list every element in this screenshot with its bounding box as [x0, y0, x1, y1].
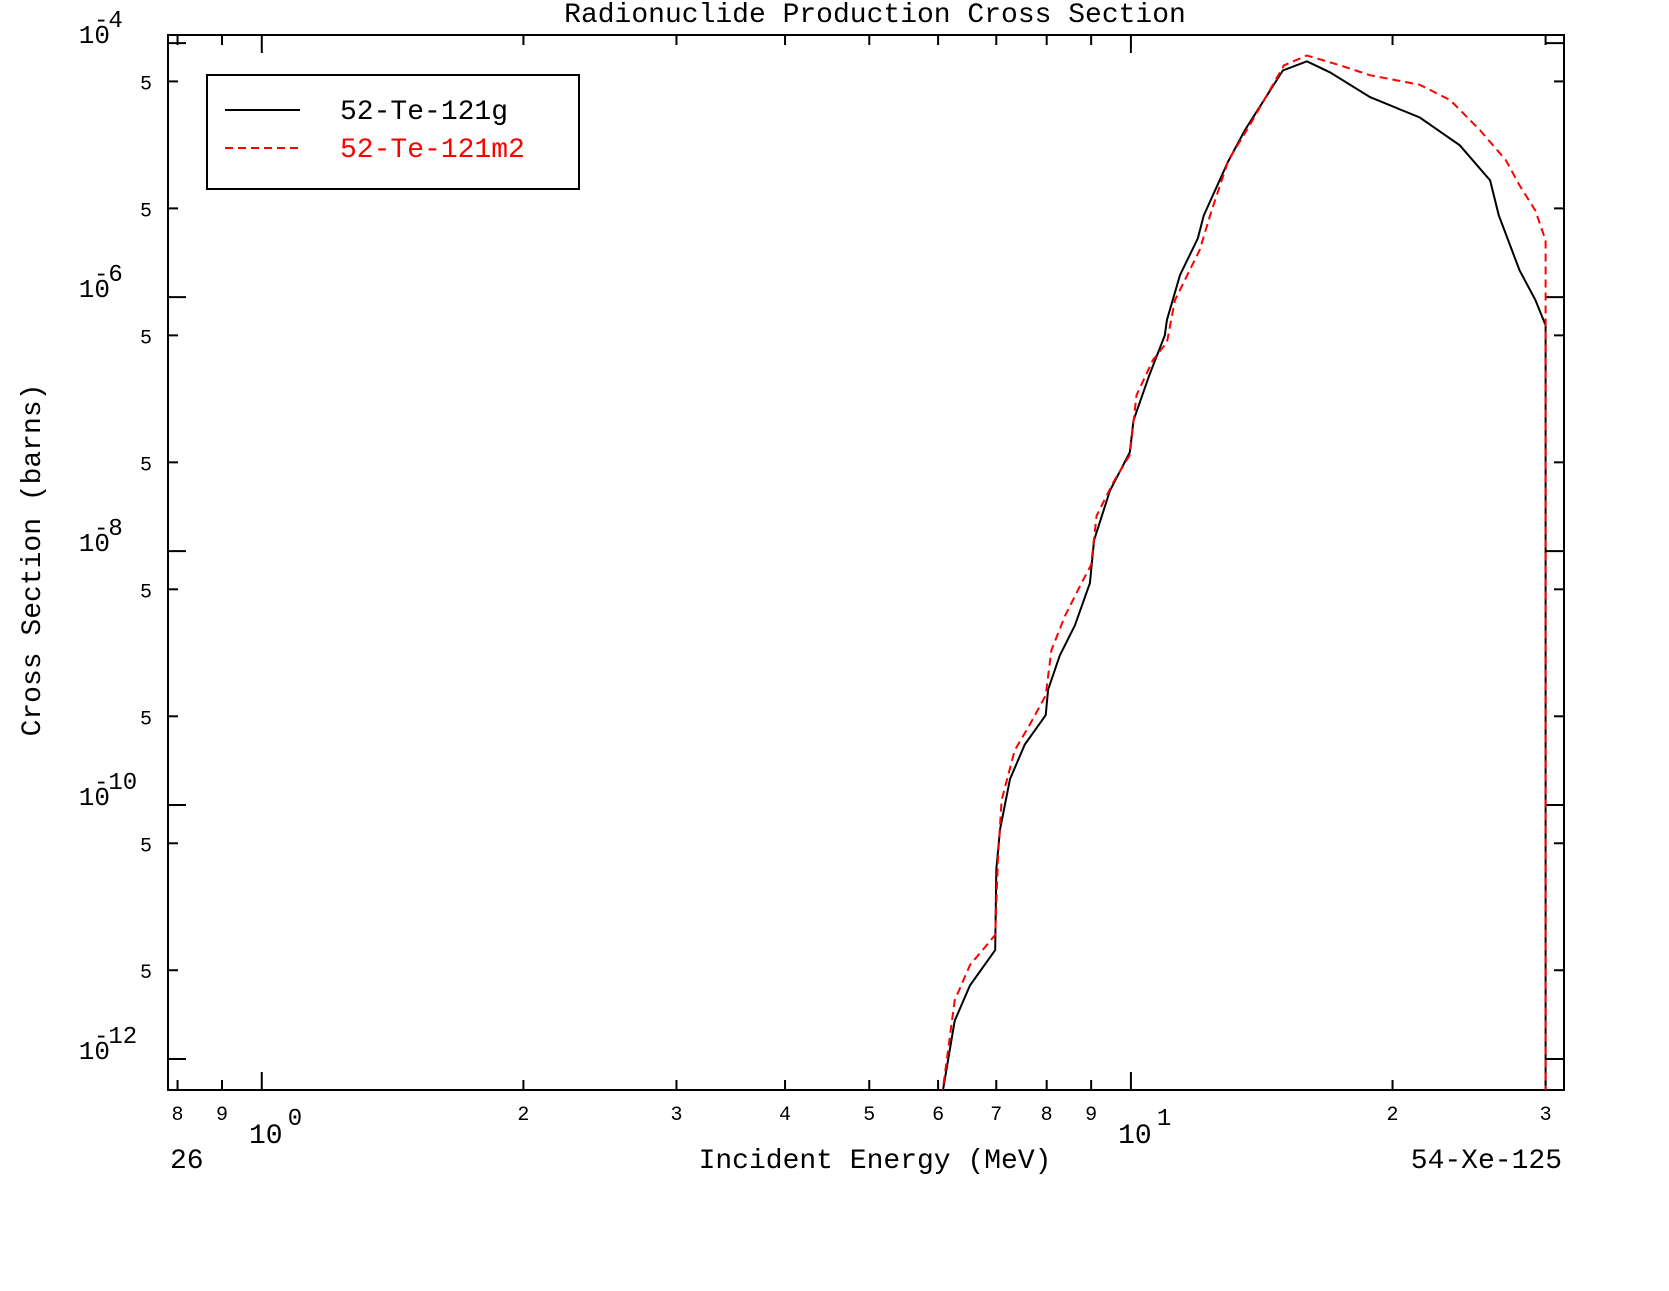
y-tick-label: 10 — [79, 275, 110, 305]
x-tick-label: 10 — [1118, 1121, 1152, 1152]
y-tick-label: 5 — [140, 581, 152, 604]
x-tick-label: 5 — [863, 1104, 875, 1127]
y-tick-label: 5 — [140, 454, 152, 477]
y-tick-exponent: -8 — [94, 516, 123, 543]
x-tick-label: 8 — [172, 1104, 184, 1127]
plot-area — [941, 54, 1547, 1090]
y-tick-exponent: -12 — [94, 1024, 137, 1051]
y-tick-label: 5 — [140, 962, 152, 985]
x-tick-label: 7 — [990, 1104, 1002, 1127]
y-tick-label: 5 — [140, 327, 152, 350]
legend-label: 52-Te-121m2 — [340, 135, 525, 166]
y-tick-label: 5 — [140, 73, 152, 96]
y-tick-exponent: -6 — [94, 262, 123, 289]
x-tick-label: 3 — [670, 1104, 682, 1127]
y-tick-label: 10 — [79, 529, 110, 559]
y-tick-label: 5 — [140, 200, 152, 223]
legend-box — [206, 74, 580, 190]
x-tick-label: 10 — [249, 1121, 283, 1152]
x-tick-label: 3 — [1540, 1104, 1552, 1127]
x-tick-label: 2 — [517, 1104, 529, 1127]
legend-label: 52-Te-121g — [340, 97, 508, 128]
plot-frame — [167, 34, 1565, 1091]
x-tick-exponent: 1 — [1157, 1106, 1171, 1133]
y-axis-label: Cross Section (barns) — [18, 384, 49, 737]
series-line — [942, 60, 1547, 1090]
x-tick-label: 4 — [779, 1104, 791, 1127]
chart-title: Radionuclide Production Cross Section — [564, 0, 1186, 31]
x-tick-label: 9 — [216, 1104, 228, 1127]
footer-left: 26 — [170, 1146, 204, 1177]
y-tick-label: 10 — [79, 21, 110, 51]
x-tick-label: 6 — [932, 1104, 944, 1127]
series-line — [941, 54, 1547, 1090]
footer-right: 54-Xe-125 — [1411, 1146, 1562, 1177]
y-tick-exponent: -4 — [94, 8, 123, 35]
x-tick-label: 8 — [1041, 1104, 1053, 1127]
y-tick-exponent: -10 — [94, 770, 137, 797]
x-tick-label: 2 — [1387, 1104, 1399, 1127]
x-tick-label: 9 — [1085, 1104, 1097, 1127]
y-tick-label: 5 — [140, 708, 152, 731]
x-tick-exponent: 0 — [288, 1106, 302, 1133]
x-axis-label: Incident Energy (MeV) — [699, 1146, 1052, 1177]
y-tick-label: 10 — [79, 783, 110, 813]
y-tick-label: 5 — [140, 835, 152, 858]
y-tick-label: 10 — [79, 1037, 110, 1067]
